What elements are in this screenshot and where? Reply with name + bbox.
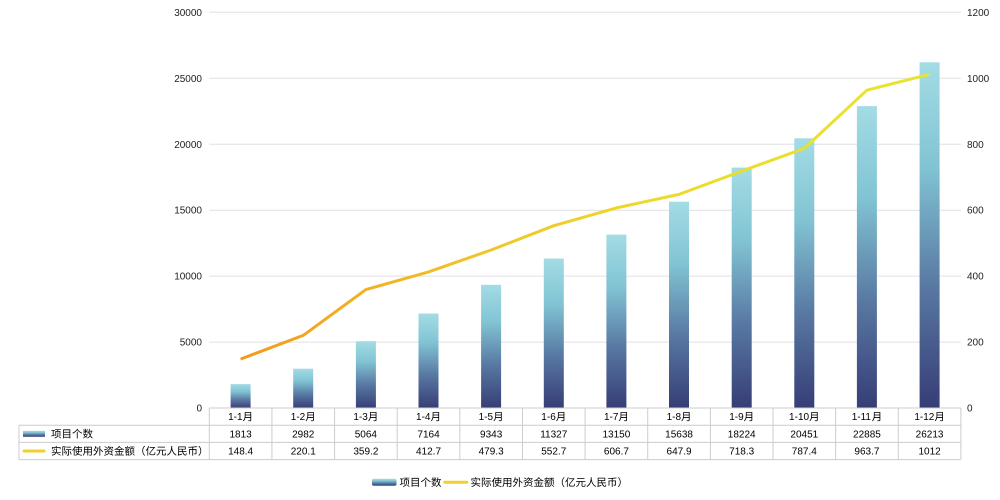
svg-text:22885: 22885 [853, 429, 881, 440]
svg-text:1-8: 1-8 [667, 412, 682, 423]
svg-text:220.1: 220.1 [291, 447, 316, 458]
svg-text:359.2: 359.2 [353, 447, 378, 458]
svg-text:20000: 20000 [174, 140, 202, 151]
svg-text:15000: 15000 [174, 206, 202, 217]
svg-text:15638: 15638 [665, 429, 693, 440]
svg-text:10000: 10000 [174, 272, 202, 283]
svg-text:1813: 1813 [229, 429, 252, 440]
svg-text:400: 400 [967, 272, 984, 283]
svg-text:1012: 1012 [918, 447, 941, 458]
svg-text:718.3: 718.3 [729, 447, 754, 458]
svg-text:1200: 1200 [967, 8, 990, 19]
svg-text:26213: 26213 [916, 429, 944, 440]
svg-text:647.9: 647.9 [667, 447, 692, 458]
svg-text:600: 600 [967, 206, 984, 217]
svg-text:1000: 1000 [967, 74, 990, 85]
svg-text:7164: 7164 [417, 429, 440, 440]
svg-text:1-10: 1-10 [789, 412, 809, 423]
svg-text:9343: 9343 [480, 429, 503, 440]
svg-text:0: 0 [967, 404, 973, 415]
svg-text:20451: 20451 [790, 429, 818, 440]
svg-text:787.4: 787.4 [792, 447, 817, 458]
svg-text:1-2: 1-2 [291, 412, 306, 423]
svg-text:1-12: 1-12 [914, 412, 934, 423]
svg-text:30000: 30000 [174, 8, 202, 19]
svg-text:412.7: 412.7 [416, 447, 441, 458]
svg-text:1-3: 1-3 [353, 412, 368, 423]
svg-text:1-5: 1-5 [479, 412, 494, 423]
svg-text:11327: 11327 [540, 429, 568, 440]
svg-text:200: 200 [967, 338, 984, 349]
svg-text:148.4: 148.4 [228, 447, 253, 458]
svg-text:1-9: 1-9 [729, 412, 744, 423]
svg-text:479.3: 479.3 [479, 447, 504, 458]
svg-text:800: 800 [967, 140, 984, 151]
svg-text:963.7: 963.7 [854, 447, 879, 458]
svg-text:0: 0 [196, 404, 202, 415]
svg-text:606.7: 606.7 [604, 447, 629, 458]
svg-text:13150: 13150 [603, 429, 631, 440]
svg-text:5064: 5064 [355, 429, 378, 440]
svg-text:552.7: 552.7 [541, 447, 566, 458]
svg-text:1-6: 1-6 [541, 412, 556, 423]
svg-text:2982: 2982 [292, 429, 315, 440]
svg-text:5000: 5000 [180, 338, 203, 349]
svg-text:1-1: 1-1 [228, 412, 243, 423]
svg-text:1-11: 1-11 [852, 412, 872, 423]
svg-text:1-7: 1-7 [604, 412, 619, 423]
svg-text:18224: 18224 [728, 429, 756, 440]
svg-text:1-4: 1-4 [416, 412, 431, 423]
svg-text:25000: 25000 [174, 74, 202, 85]
